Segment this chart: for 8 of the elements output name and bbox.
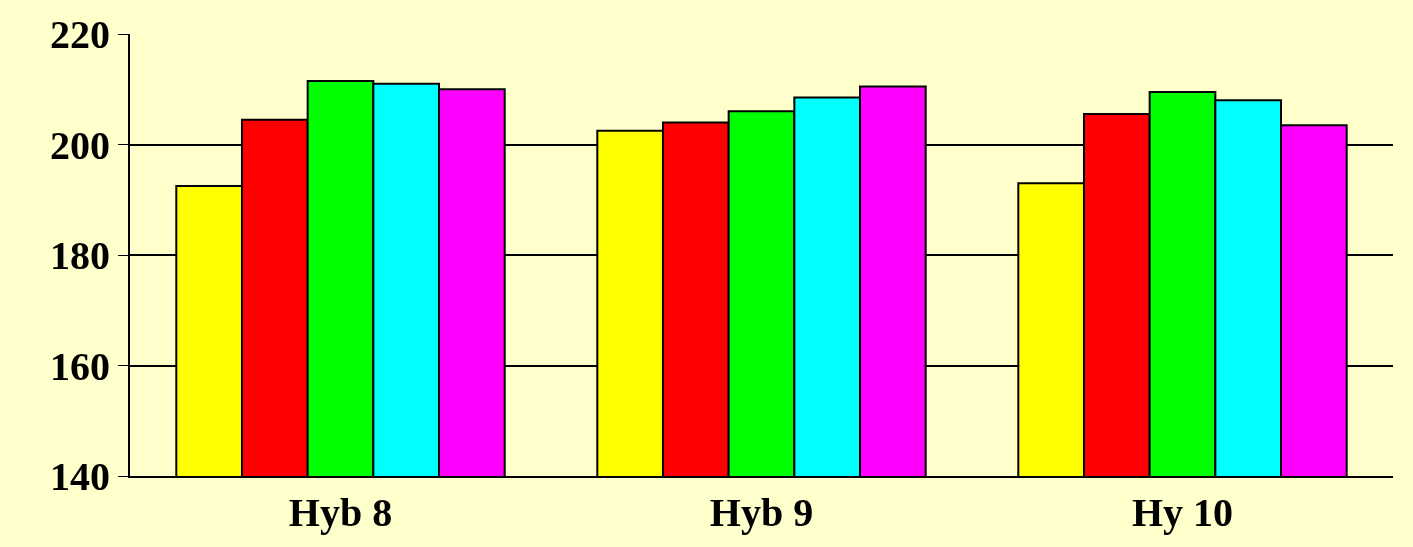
y-tick-label: 220	[50, 12, 110, 57]
y-tick-label: 200	[50, 122, 110, 168]
x-tick-label: Hy 10	[1131, 490, 1234, 535]
y-tick-label: 160	[50, 343, 110, 389]
x-tick-label: Hyb 8	[288, 490, 393, 535]
y-tick-label: 180	[50, 233, 110, 278]
y-tick-label: 140	[50, 454, 110, 499]
x-tick-label: Hyb 9	[709, 490, 814, 535]
